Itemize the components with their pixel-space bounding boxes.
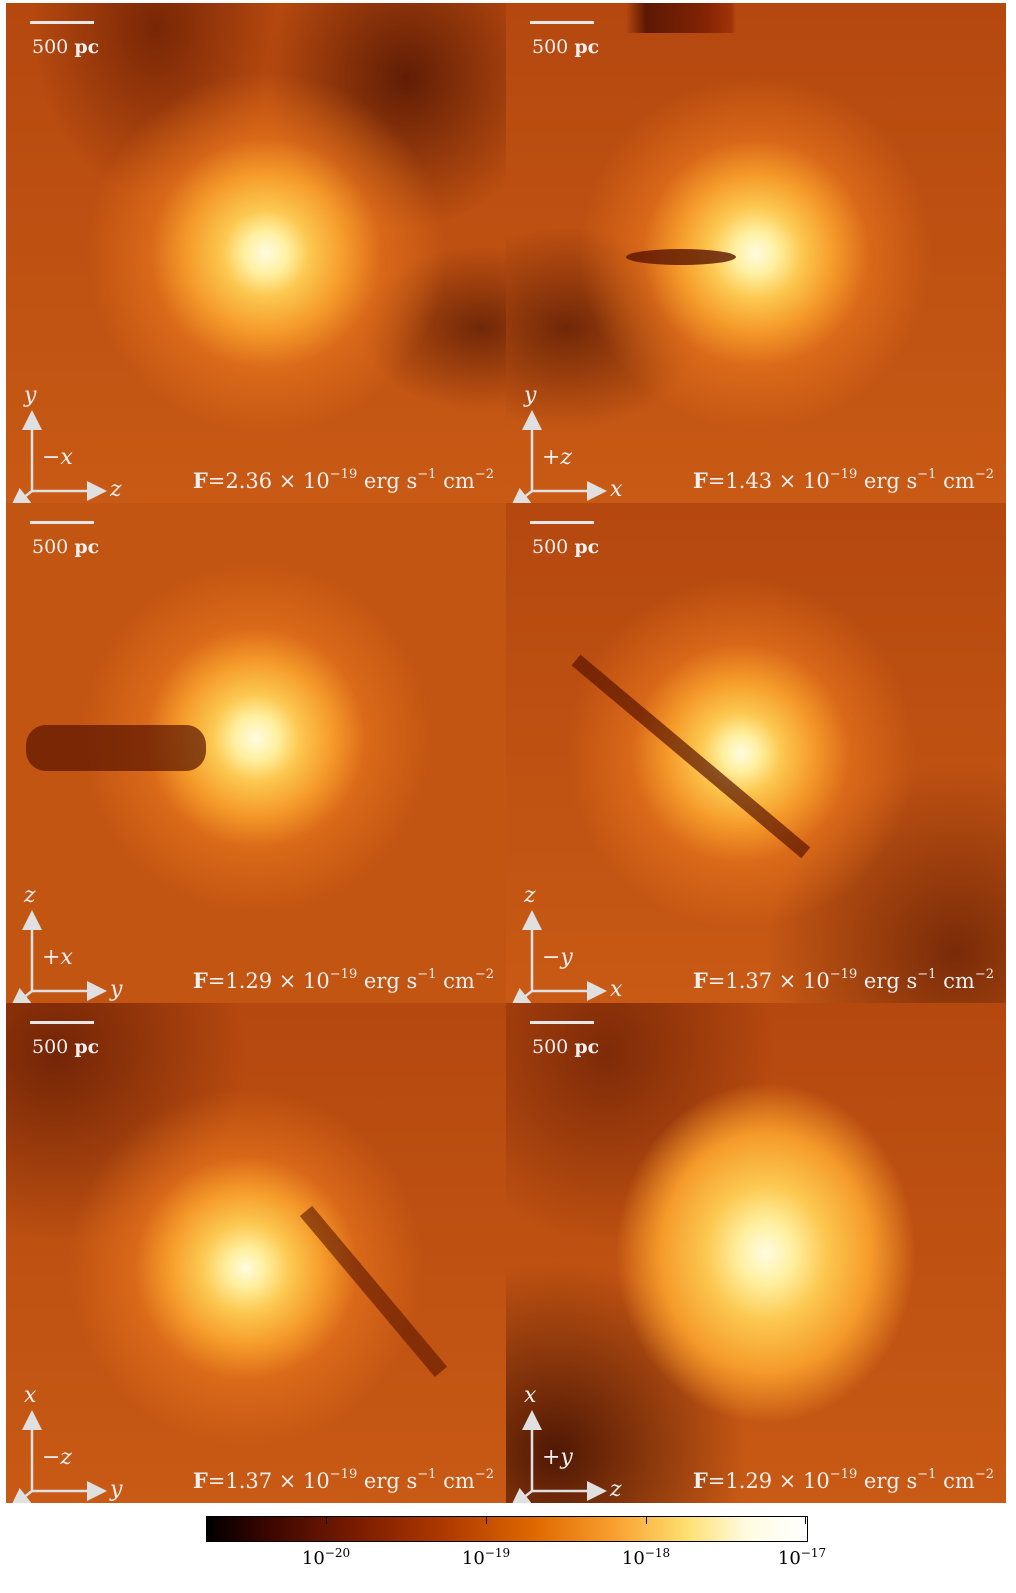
axis-indicator: y z −x <box>6 383 146 503</box>
scale-label: 500 pc <box>532 36 600 58</box>
panel-grid: 500 pc y z −x F=2.36 × 10−19 erg s−1 cm−… <box>6 3 1006 1503</box>
flux-label: F=1.29 × 10−19 erg s−1 cm−2 <box>192 967 494 993</box>
scale-bar <box>530 521 594 524</box>
scale-bar <box>30 21 94 24</box>
emission-map <box>506 1003 1006 1503</box>
scale-label: 500 pc <box>532 536 600 558</box>
axis-up-label: z <box>524 883 536 908</box>
colorbar-tick-label: 10−19 <box>461 1546 511 1569</box>
colorbar-tick <box>646 1516 647 1524</box>
view-direction-label: +y <box>542 1445 573 1470</box>
axis-indicator: z y +x <box>6 883 146 1003</box>
flux-label: F=1.29 × 10−19 erg s−1 cm−2 <box>692 1467 994 1493</box>
dust-lane <box>626 249 736 265</box>
colorbar-gradient <box>206 1516 808 1542</box>
panel-minus-z: 500 pc x y −z F=1.37 × 10−19 erg s−1 cm−… <box>6 1003 506 1503</box>
flux-label: F=2.36 × 10−19 erg s−1 cm−2 <box>192 467 494 493</box>
scale-label: 500 pc <box>532 1036 600 1058</box>
scale-bar <box>530 21 594 24</box>
view-direction-label: +x <box>42 945 73 970</box>
colorbar-tick-label: 10−20 <box>301 1546 351 1569</box>
view-direction-label: −y <box>542 945 573 970</box>
axis-right-label: z <box>610 1477 622 1502</box>
view-direction-label: −x <box>42 445 73 470</box>
axis-up-label: y <box>24 383 37 408</box>
colorbar-tick <box>326 1516 327 1524</box>
axis-up-label: x <box>524 1383 537 1408</box>
scale-bar <box>30 521 94 524</box>
view-direction-label: +z <box>542 445 573 470</box>
emission-map <box>6 1003 506 1503</box>
axis-up-label: y <box>524 383 537 408</box>
axis-up-label: z <box>24 883 36 908</box>
axis-right-label: z <box>110 477 122 502</box>
axis-up-label: x <box>24 1383 37 1408</box>
flux-label: F=1.37 × 10−19 erg s−1 cm−2 <box>192 1467 494 1493</box>
panel-plus-y: 500 pc x z +y F=1.29 × 10−19 erg s−1 cm−… <box>506 1003 1006 1503</box>
scale-bar <box>30 1021 94 1024</box>
axis-indicator: y x +z <box>506 383 646 503</box>
axis-right-label: x <box>610 477 623 502</box>
colorbar: 10−20 10−19 10−18 10−17 <box>206 1516 826 1586</box>
panel-plus-x: 500 pc z y +x F=1.29 × 10−19 erg s−1 cm−… <box>6 503 506 1003</box>
flux-label: F=1.37 × 10−19 erg s−1 cm−2 <box>692 967 994 993</box>
axis-indicator: x y −z <box>6 1383 146 1503</box>
emission-map <box>506 3 1006 503</box>
colorbar-tick <box>486 1516 487 1524</box>
axis-right-label: x <box>610 977 623 1002</box>
panel-plus-z: 500 pc y x +z F=1.43 × 10−19 erg s−1 cm−… <box>506 3 1006 503</box>
panel-minus-y: 500 pc z x −y F=1.37 × 10−19 erg s−1 cm−… <box>506 503 1006 1003</box>
colorbar-tick-label: 10−18 <box>621 1546 671 1569</box>
axis-right-label: y <box>110 977 123 1002</box>
dust-lane <box>26 725 206 771</box>
flux-label: F=1.43 × 10−19 erg s−1 cm−2 <box>692 467 994 493</box>
view-direction-label: −z <box>42 1445 73 1470</box>
colorbar-tick-label: 10−17 <box>777 1546 827 1569</box>
panel-minus-x: 500 pc y z −x F=2.36 × 10−19 erg s−1 cm−… <box>6 3 506 503</box>
emission-map <box>6 3 506 503</box>
axis-right-label: y <box>110 1477 123 1502</box>
scale-bar <box>530 1021 594 1024</box>
scale-label: 500 pc <box>32 1036 100 1058</box>
emission-map <box>506 503 1006 1003</box>
colorbar-tick <box>805 1516 806 1524</box>
axis-indicator: z x −y <box>506 883 646 1003</box>
scale-label: 500 pc <box>32 36 100 58</box>
axis-indicator: x z +y <box>506 1383 646 1503</box>
scale-label: 500 pc <box>32 536 100 558</box>
